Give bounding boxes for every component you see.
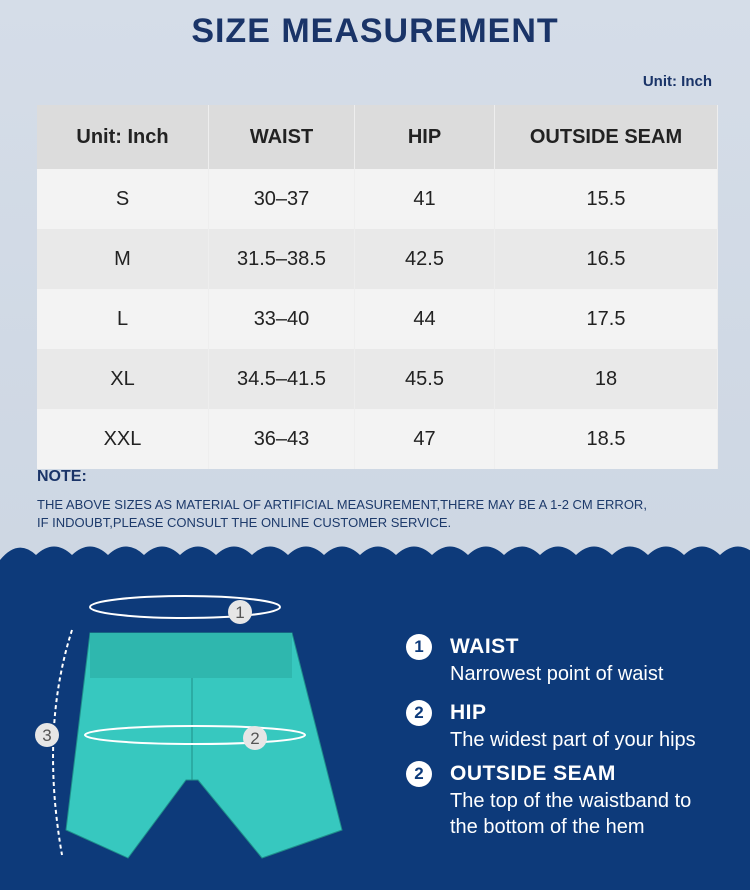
- marker-label: 2: [250, 729, 259, 748]
- note-title: NOTE:: [37, 468, 87, 485]
- column-header: HIP: [354, 105, 495, 169]
- wave-panel: [0, 546, 750, 890]
- column-header: Unit: Inch: [37, 105, 209, 169]
- unit: Unit: Inch: [642, 73, 712, 90]
- cell: XL: [37, 349, 209, 409]
- row: XL 34.5–41.5 45.5 18: [37, 349, 718, 409]
- marker-label: 3: [42, 726, 51, 745]
- column-header: WAIST: [208, 105, 355, 169]
- legend-number: 2: [406, 761, 432, 787]
- hip-line: [84, 725, 306, 745]
- legend-title: HIP: [450, 701, 487, 724]
- cell: 42.5: [354, 229, 495, 289]
- row: L 33–40 44 17.5: [37, 289, 718, 349]
- cell: 45.5: [354, 349, 495, 409]
- diagram: 1 2 3: [0, 546, 750, 890]
- note-line: IF INDOUBT,PLEASE CONSULT THE ONLINE CUS…: [37, 515, 452, 530]
- legend-title: WAIST: [450, 635, 519, 658]
- row: S 30–37 41 15.5: [37, 169, 718, 229]
- column-header: OUTSIDE SEAM: [494, 105, 718, 169]
- note-line: THE ABOVE SIZES AS MATERIAL OF ARTIFICIA…: [37, 497, 647, 512]
- cell: S: [37, 169, 209, 229]
- shorts: [65, 632, 343, 859]
- cell: 15.5: [494, 169, 718, 229]
- legend-description: The widest part of your hips: [450, 729, 696, 751]
- cell: 33–40: [208, 289, 355, 349]
- cell: 47: [354, 409, 495, 469]
- legend-description: The top of the waistband to: [450, 790, 692, 812]
- legend-title: OUTSIDE SEAM: [450, 762, 616, 785]
- cell: XXL: [37, 409, 209, 469]
- marker: [228, 600, 252, 624]
- cell: 44: [354, 289, 495, 349]
- cell: 18: [494, 349, 718, 409]
- legend-description: Narrowest point of waist: [450, 663, 664, 685]
- waist-line: [89, 595, 281, 619]
- row: XXL 36–43 47 18.5: [37, 409, 718, 469]
- size-table: Unit: Inch WAIST HIP OUTSIDE SEAM S 30–37 41 15…: [37, 105, 718, 469]
- marker: [243, 726, 267, 750]
- row: M 31.5–38.5 42.5 16.5: [37, 229, 718, 289]
- cell: 34.5–41.5: [208, 349, 355, 409]
- legend-description: the bottom of the hem: [450, 816, 645, 838]
- cell: 30–37: [208, 169, 355, 229]
- cell: 16.5: [494, 229, 718, 289]
- waistband: [90, 633, 292, 678]
- legend-number: 2: [406, 700, 432, 726]
- marker-label: 1: [235, 603, 244, 622]
- marker: [35, 723, 59, 747]
- cell: M: [37, 229, 209, 289]
- cell: 18.5: [494, 409, 718, 469]
- cell: 17.5: [494, 289, 718, 349]
- cell: 31.5–38.5: [208, 229, 355, 289]
- legend-number: 1: [406, 634, 432, 660]
- cell: L: [37, 289, 209, 349]
- title: SIZE MEASUREMENT: [191, 12, 559, 50]
- cell: 41: [354, 169, 495, 229]
- cell: 36–43: [208, 409, 355, 469]
